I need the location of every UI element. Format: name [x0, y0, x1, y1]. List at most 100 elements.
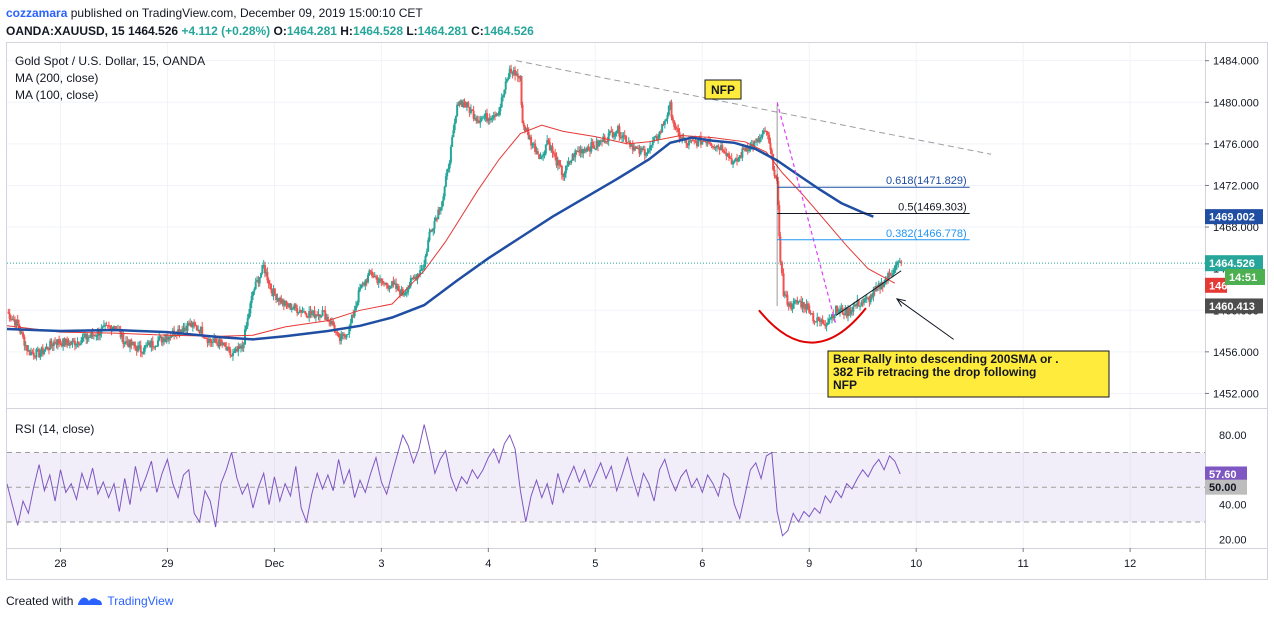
candle-body — [246, 318, 249, 327]
chart-container[interactable]: 0.618(1471.829) 0.5(1469.303) 0.382(1466.7… — [6, 42, 1268, 580]
candle-body — [47, 349, 50, 351]
legend-rsi[interactable]: RSI (14, close) — [15, 422, 94, 436]
candle-body — [104, 325, 107, 327]
candle-body — [832, 314, 835, 319]
candle-body — [662, 123, 665, 125]
candle-body — [265, 272, 268, 274]
candle-body — [416, 273, 419, 280]
candle-body — [376, 277, 379, 283]
candle-body — [511, 71, 514, 75]
candle-body — [787, 304, 790, 307]
candle-body — [358, 288, 361, 291]
chart-svg[interactable]: 0.618(1471.829) 0.5(1469.303) 0.382(1466.7… — [6, 43, 1267, 579]
created-with-label: Created with — [6, 594, 74, 608]
candle-body — [352, 314, 355, 317]
candle-body — [779, 236, 782, 263]
tradingview-brand[interactable]: TradingView — [107, 594, 174, 608]
candle-body — [260, 273, 263, 278]
candle-body — [477, 120, 480, 123]
candle-body — [133, 342, 136, 346]
x-tick-label: 12 — [1124, 558, 1136, 570]
x-tick-label: 5 — [592, 558, 598, 570]
candle-body — [883, 282, 886, 288]
legend-ma100[interactable]: MA (100, close) — [15, 88, 98, 102]
candle-body — [124, 341, 127, 343]
legend-ma200[interactable]: MA (200, close) — [15, 71, 98, 85]
candle-body — [149, 342, 152, 348]
candle-body — [837, 311, 840, 313]
candle-body — [492, 115, 495, 118]
candle-body — [707, 141, 710, 144]
y-tick-label: 1472.000 — [1213, 180, 1259, 192]
candle-body — [806, 303, 809, 306]
candle-body — [289, 303, 292, 310]
candle-body — [218, 339, 221, 347]
candle-body — [783, 294, 786, 296]
candle-body — [849, 309, 852, 315]
candle-body — [484, 113, 487, 118]
candle-body — [209, 338, 212, 343]
candle-body — [161, 338, 164, 343]
candle-body — [318, 314, 321, 318]
candle-body — [750, 143, 753, 145]
high-label: H: — [340, 24, 353, 38]
candle-body — [90, 332, 93, 337]
series — [6, 64, 903, 537]
candle-body — [889, 274, 892, 276]
candle-body — [456, 104, 459, 117]
candle-body — [205, 338, 208, 340]
ma200-line — [6, 136, 874, 341]
candle-body — [822, 323, 825, 325]
candle-body — [58, 339, 61, 344]
candle-body — [566, 165, 569, 167]
candle-body — [633, 146, 636, 151]
candle-body — [201, 326, 204, 336]
candle-body — [677, 128, 680, 133]
candle-body — [897, 261, 900, 263]
candle-body — [462, 102, 465, 107]
candle-body — [64, 339, 67, 346]
candle-body — [15, 319, 18, 326]
candle-body — [428, 231, 431, 241]
candle-body — [892, 273, 895, 275]
candle-body — [879, 283, 882, 289]
candle-body — [483, 117, 486, 119]
candle-body — [23, 336, 26, 346]
candle-body — [508, 68, 511, 78]
candle-body — [476, 120, 479, 122]
candle-body — [563, 173, 566, 177]
candle-body — [340, 334, 343, 341]
candle-body — [757, 138, 760, 143]
candle-body — [686, 143, 689, 146]
candle-body — [185, 327, 188, 331]
candle-body — [829, 318, 832, 320]
candle-body — [670, 102, 673, 118]
candle-body — [56, 339, 59, 345]
candle-body — [570, 160, 573, 163]
candle-body — [603, 136, 606, 143]
candle-body — [500, 97, 503, 108]
candle-body — [728, 153, 731, 158]
candle-body — [548, 142, 551, 151]
badge-ma100-bg — [1205, 277, 1227, 293]
candle-body — [550, 146, 553, 151]
candle-body — [342, 333, 345, 337]
candle-body — [611, 132, 614, 138]
candle-body — [521, 104, 524, 124]
badge-rsi-bg — [1205, 466, 1247, 482]
candle-body — [7, 312, 10, 314]
candle-body — [408, 285, 411, 288]
note-text-line: 382 Fib retracing the drop following — [833, 365, 1036, 379]
candle-body — [38, 349, 41, 358]
candle-body — [661, 123, 664, 133]
candle-body — [890, 274, 893, 276]
candle-body — [384, 282, 387, 284]
candle-body — [357, 290, 360, 303]
candle-body — [756, 138, 759, 142]
candle-body — [486, 113, 489, 121]
candle-body — [568, 161, 571, 163]
candle-body — [112, 326, 115, 328]
candle-body — [35, 349, 38, 358]
publisher-username[interactable]: cozzamara — [6, 6, 68, 20]
candle-body — [722, 150, 725, 153]
